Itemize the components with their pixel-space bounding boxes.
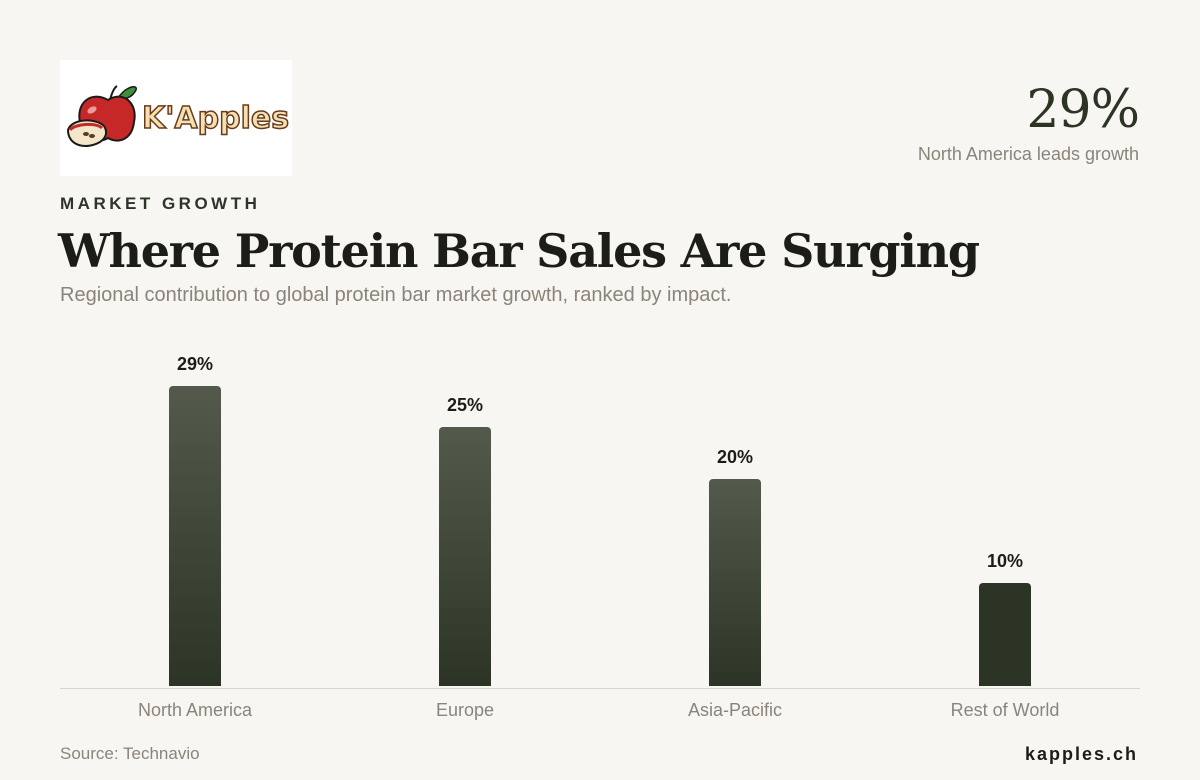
category-label: North America (137, 700, 253, 720)
kpi-callout: 29% North America leads growth (917, 78, 1140, 166)
source-note: Source: Technavio (60, 744, 200, 763)
brand-logo: K'Apples (60, 60, 292, 176)
category-label: Asia-Pacific (687, 700, 783, 720)
apple-logo-icon: K'Apples (66, 85, 290, 147)
page-title: Where Protein Bar Sales Are Surging (58, 224, 980, 278)
bar-europe (439, 427, 491, 686)
chart-baseline (60, 688, 1140, 689)
bar-chart: 29% North America 25% Europe 20% Asia-Pacific… (60, 330, 1140, 730)
bar-value-label: 25% (446, 395, 484, 415)
bar-value-label: 20% (716, 447, 754, 467)
bar-value-label: 29% (176, 354, 214, 374)
category-label: Europe (435, 700, 495, 720)
logo-wordmark: K'Apples (142, 101, 289, 136)
bar-value-label: 10% (986, 551, 1024, 571)
bar-asia-pacific (709, 479, 761, 686)
eyebrow-label: MARKET GROWTH (60, 194, 261, 213)
site-url[interactable]: kapples.ch (1024, 744, 1138, 764)
category-label: Rest of World (950, 700, 1060, 720)
kpi-label: North America leads growth (917, 144, 1139, 164)
page-subtitle: Regional contribution to global protein … (60, 284, 732, 306)
bar-north-america (169, 386, 221, 686)
kpi-value: 29% (1026, 80, 1140, 140)
bar-rest-of-world (979, 583, 1031, 686)
